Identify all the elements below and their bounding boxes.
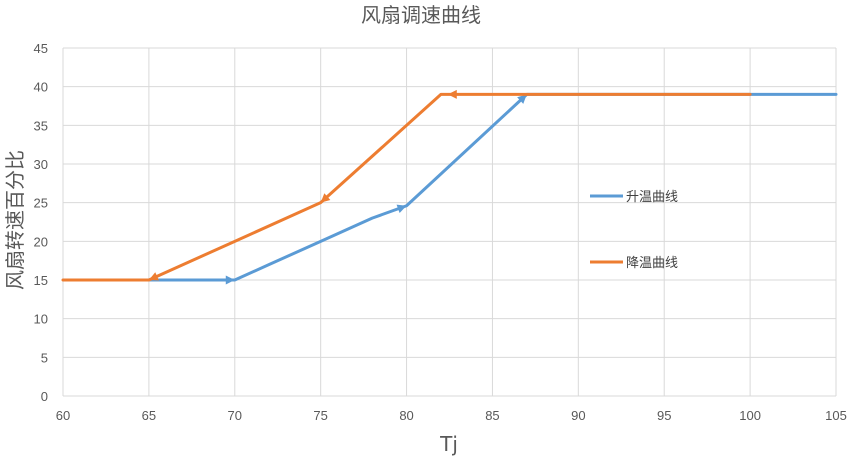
series-layer xyxy=(61,89,838,285)
x-tick-labels: 60 65 70 75 80 85 90 95 100 105 xyxy=(56,408,847,423)
gridlines xyxy=(62,47,837,397)
series-arrowhead xyxy=(396,204,407,214)
y-tick-label: 10 xyxy=(34,312,48,327)
x-tick-label: 70 xyxy=(228,408,242,423)
series-arrowhead xyxy=(517,94,527,104)
y-tick-label: 40 xyxy=(34,80,48,95)
y-tick-label: 15 xyxy=(34,273,48,288)
x-tick-label: 75 xyxy=(313,408,327,423)
legend-label: 升温曲线 xyxy=(626,190,678,205)
y-tick-label: 25 xyxy=(34,196,48,211)
x-tick-label: 95 xyxy=(657,408,671,423)
y-tick-label: 35 xyxy=(34,118,48,133)
series-arrowhead xyxy=(447,89,457,99)
legend-label: 降温曲线 xyxy=(626,256,678,271)
chart-title: 风扇调速曲线 xyxy=(361,3,481,27)
x-tick-label: 105 xyxy=(825,408,847,423)
y-tick-label: 45 xyxy=(34,41,48,56)
x-tick-label: 60 xyxy=(56,408,70,423)
series-arrowhead xyxy=(320,193,331,203)
y-axis-title: 风扇转速百分比 xyxy=(3,150,27,290)
x-tick-label: 80 xyxy=(399,408,413,423)
y-tick-label: 20 xyxy=(34,234,48,249)
x-tick-label: 85 xyxy=(485,408,499,423)
y-tick-label: 30 xyxy=(34,157,48,172)
x-tick-label: 65 xyxy=(142,408,156,423)
x-tick-label: 90 xyxy=(571,408,585,423)
y-tick-labels: 0 5 10 15 20 25 30 35 40 45 xyxy=(34,41,48,404)
series-arrowhead xyxy=(225,275,235,285)
series-arrowhead xyxy=(148,272,159,281)
y-tick-label: 0 xyxy=(41,389,48,404)
y-tick-label: 5 xyxy=(41,350,48,365)
x-axis-title: Tj xyxy=(439,432,458,456)
x-tick-label: 100 xyxy=(739,408,761,423)
